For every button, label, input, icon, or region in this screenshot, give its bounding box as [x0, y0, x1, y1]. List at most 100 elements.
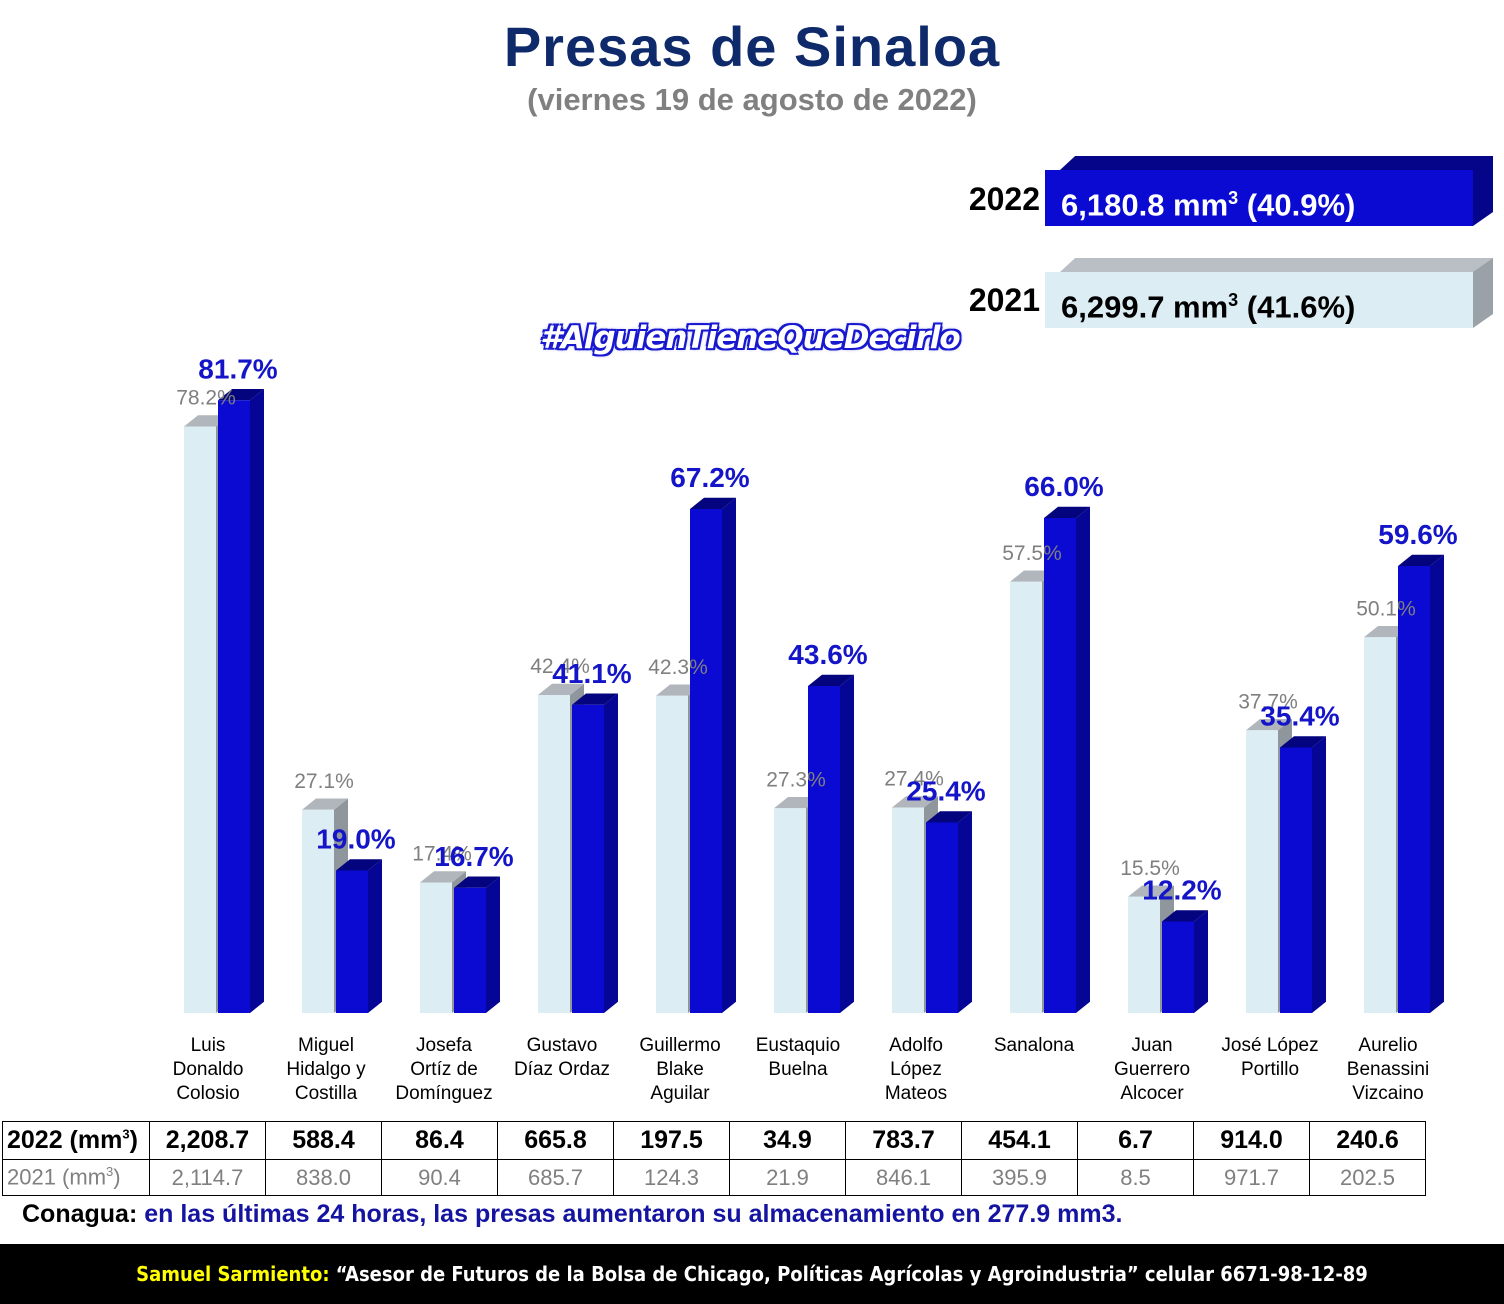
bar-2021 [1128, 896, 1160, 1013]
total-2021-box-top [1060, 258, 1493, 272]
chart-subtitle: (viernes 19 de agosto de 2022) [527, 82, 977, 117]
bar-2022-side [250, 389, 264, 1013]
row-2021-header: 2021 (mm3) [2, 1159, 150, 1196]
bar-2021 [1010, 581, 1042, 1013]
category-label: Eustaquio [756, 1035, 841, 1056]
bar-2022-top [1280, 736, 1326, 748]
bar-2021 [184, 426, 216, 1013]
cell-2022: 2,208.7 [149, 1121, 266, 1160]
category-label: Aguilar [650, 1083, 710, 1104]
total-2021-pct: (41.6%) [1238, 289, 1356, 325]
bar-2022 [690, 509, 722, 1013]
bar-2021 [1364, 637, 1396, 1013]
total-2022-label: 2022 [968, 181, 1040, 217]
bar-2021-top [538, 683, 584, 695]
data-label-2021: 57.5% [1002, 542, 1062, 565]
bar-2022-side [486, 876, 500, 1013]
category-label: Donaldo [173, 1059, 244, 1080]
bar-2022-side [840, 674, 854, 1013]
bar-2022 [454, 887, 486, 1013]
total-2021-label: 2021 [968, 282, 1040, 318]
footer-banner: Samuel Sarmiento: “Asesor de Futuros de … [0, 1244, 1504, 1304]
cell-2022: 6.7 [1077, 1121, 1194, 1160]
cell-2021: 2,114.7 [149, 1159, 266, 1196]
cell-2021: 21.9 [729, 1159, 846, 1196]
bar-2021-top [302, 798, 348, 810]
total-2022-box-top [1060, 156, 1493, 170]
cell-2021: 838.0 [265, 1159, 382, 1196]
bar-2021 [302, 809, 334, 1013]
data-label-2022: 25.4% [906, 776, 985, 807]
category-label: Domínguez [395, 1083, 492, 1104]
total-2021-value: 6,299.7 mm [1061, 289, 1229, 325]
bar-2022 [218, 400, 250, 1013]
cell-2022: 914.0 [1193, 1121, 1310, 1160]
cell-2022: 240.6 [1309, 1121, 1426, 1160]
category-label: Blake [656, 1059, 704, 1080]
total-2022-box: 6,180.8 mm3 (40.9%) [1045, 170, 1473, 226]
hashtag: #AlguienTieneQueDecirlo [540, 320, 960, 356]
footer-author: Samuel Sarmiento: [136, 1262, 330, 1286]
category-label: Josefa [416, 1035, 472, 1056]
data-label-2021: 27.3% [766, 768, 826, 791]
cell-2021: 395.9 [961, 1159, 1078, 1196]
cell-2022: 86.4 [381, 1121, 498, 1160]
bar-2022-top [1044, 506, 1090, 518]
cell-2022: 588.4 [265, 1121, 382, 1160]
category-label: Gustavo [527, 1035, 598, 1056]
data-label-2021: 17.4% [412, 843, 472, 866]
category-label: Benassini [1347, 1059, 1429, 1080]
bar-2021 [892, 807, 924, 1013]
bar-2022 [926, 822, 958, 1013]
category-label: Alcocer [1120, 1083, 1184, 1104]
bar-2021-top [420, 871, 466, 883]
bar-2022 [572, 704, 604, 1013]
bar-chart: 78.2% 81.7% Luis Donaldo Colosio 27.1% 19.0% Mi… [173, 353, 1458, 1104]
bar-2021 [420, 882, 452, 1013]
category-label: Sanalona [994, 1035, 1075, 1056]
bar-2022-side [1194, 910, 1208, 1013]
cell-2021: 202.5 [1309, 1159, 1426, 1196]
total-2021-exp: 3 [1228, 290, 1239, 310]
total-2022-pct: (40.9%) [1238, 187, 1356, 223]
category-label: José López [1221, 1035, 1318, 1056]
bar-2022-top [454, 876, 500, 888]
bar-2022-top [336, 859, 382, 871]
data-label-2022: 19.0% [316, 824, 395, 855]
data-label-2022: 35.4% [1260, 701, 1339, 732]
data-label-2022: 66.0% [1024, 471, 1103, 502]
category-label: López [890, 1059, 942, 1080]
row-2022-header: 2022 (mm3) [2, 1121, 150, 1160]
data-label-2022: 16.7% [434, 841, 513, 872]
bar-2022 [1398, 566, 1430, 1013]
bar-2022-side [1076, 506, 1090, 1013]
data-label-2021: 27.1% [294, 770, 354, 793]
bar-2022-side [1430, 554, 1444, 1013]
bar-2022 [336, 870, 368, 1013]
bar-2022-top [1162, 910, 1208, 922]
data-label-2021: 15.5% [1120, 857, 1180, 880]
bar-2022 [808, 686, 840, 1013]
bar-2021 [538, 695, 570, 1013]
bar-2021 [774, 808, 806, 1013]
bar-2022-side [722, 497, 736, 1013]
data-label-2022: 43.6% [788, 639, 867, 670]
category-label: Guillermo [639, 1035, 720, 1056]
bar-2021 [1246, 730, 1278, 1013]
bar-2022-side [958, 811, 972, 1013]
data-label-2022: 59.6% [1378, 519, 1457, 550]
category-label: Adolfo [889, 1035, 943, 1056]
category-label: Hidalgo y [286, 1059, 366, 1080]
cell-2022: 34.9 [729, 1121, 846, 1160]
bar-2022-side [368, 859, 382, 1013]
data-label-2022: 12.2% [1142, 875, 1221, 906]
chart-title: Presas de Sinaloa [503, 15, 1001, 78]
total-2022-box-side [1473, 156, 1493, 226]
category-label: Luis [191, 1035, 226, 1056]
bar-2021-top [892, 796, 938, 808]
bar-2021 [656, 695, 688, 1013]
bar-2022 [1044, 518, 1076, 1013]
cell-2022: 197.5 [613, 1121, 730, 1160]
data-label-2022: 67.2% [670, 462, 749, 493]
category-label: Díaz Ordaz [514, 1059, 610, 1080]
